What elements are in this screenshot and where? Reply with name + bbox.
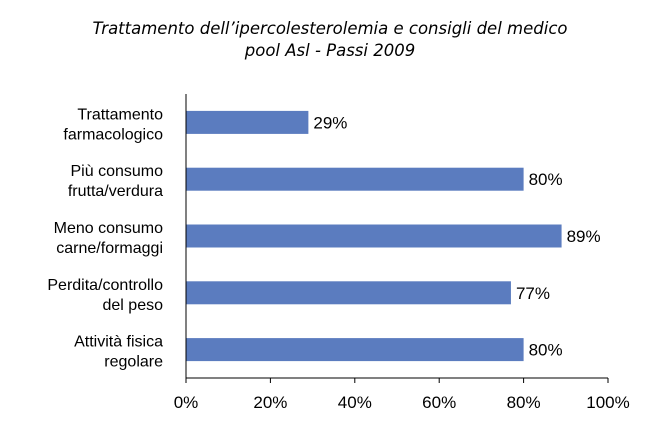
value-label-3: 77%: [516, 284, 550, 303]
x-tick-label-2: 40%: [338, 393, 372, 412]
chart-title: Trattamento dell’ipercolesterolemia e co…: [92, 19, 568, 38]
category-label-2: Meno consumo carne/formaggi: [54, 220, 163, 257]
category-label-0: Trattamento farmacologico: [63, 106, 163, 143]
x-tick-label-3: 60%: [422, 393, 456, 412]
category-label-3: Perdita/controllo del peso: [47, 277, 163, 314]
bar-2: [186, 224, 562, 248]
value-label-0: 29%: [313, 113, 347, 132]
x-tick-label-1: 20%: [253, 393, 287, 412]
chart-subtitle: pool Asl - Passi 2009: [244, 41, 416, 60]
category-label-4: Attività fisica regolare: [74, 334, 163, 371]
x-tick-label-5: 100%: [586, 393, 629, 412]
bar-4: [186, 338, 524, 362]
chart-title-block: Trattamento dell’ipercolesterolemia e co…: [0, 18, 660, 62]
x-tick-label-4: 80%: [507, 393, 541, 412]
category-labels-group: Trattamento farmacologico Più consumo frutt…: [47, 106, 163, 370]
value-label-2: 89%: [567, 227, 601, 246]
bar-3: [186, 281, 511, 305]
value-labels-group: 29% 80% 89% 77% 80%: [313, 113, 600, 359]
bar-1: [186, 167, 524, 191]
x-tick-label-0: 0%: [174, 393, 199, 412]
bars-group: [186, 110, 562, 362]
x-axis: 0% 20% 40% 60% 80% 100%: [174, 94, 630, 412]
value-label-4: 80%: [529, 341, 563, 360]
category-label-1: Più consumo frutta/verdura: [68, 163, 163, 200]
bar-0: [186, 110, 309, 134]
value-label-1: 80%: [529, 170, 563, 189]
